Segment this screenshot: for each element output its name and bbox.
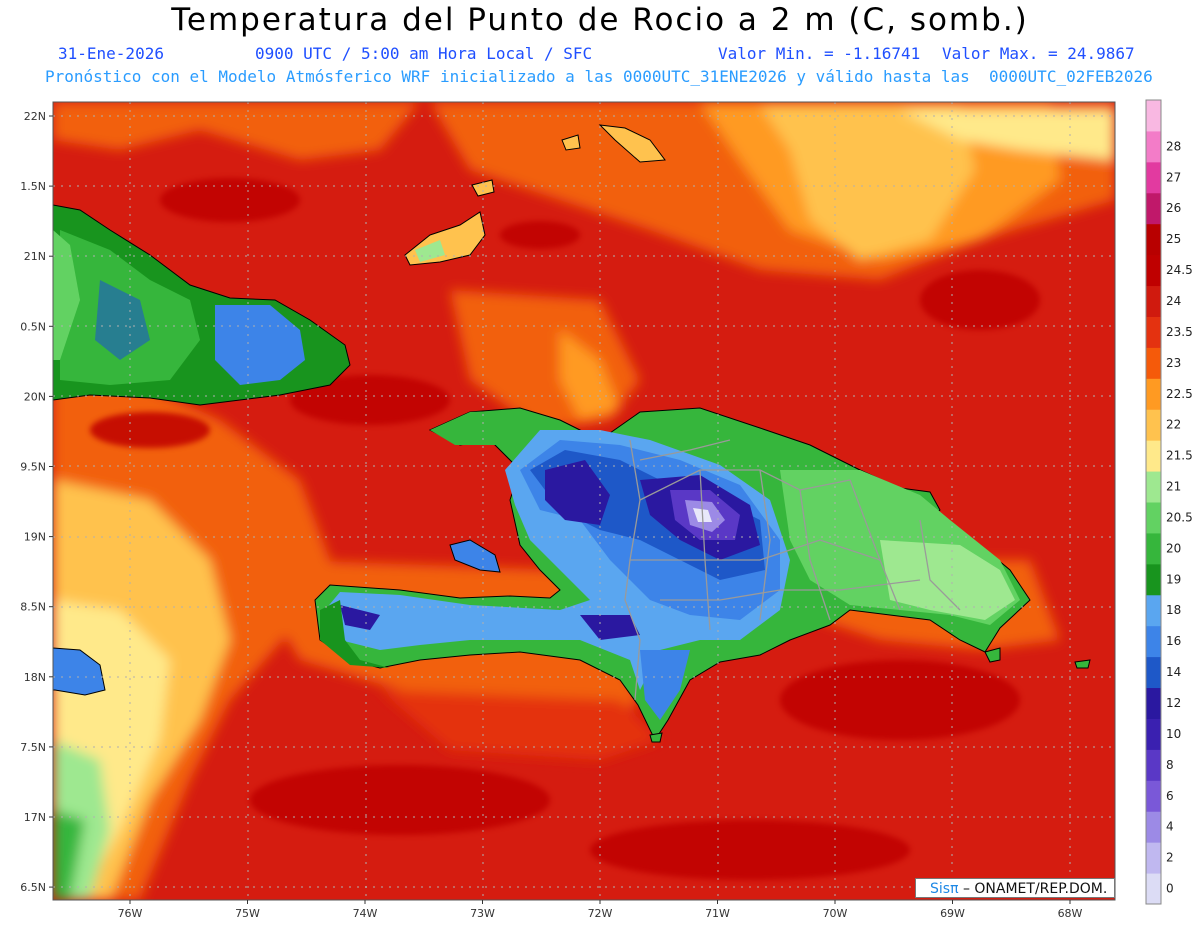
colorbar-swatch — [1146, 285, 1161, 317]
colorbar-swatch — [1146, 192, 1161, 225]
colorbar-label: 23 — [1166, 356, 1181, 370]
sispi-logo: Sisπ — [930, 881, 959, 897]
y-tick-label: 17N — [24, 811, 46, 824]
colorbar-swatch — [1146, 656, 1161, 689]
colorbar-label: 24 — [1166, 294, 1181, 308]
y-tick-label: 20N — [24, 390, 46, 403]
colorbar-swatch — [1146, 532, 1161, 565]
colorbar-swatch — [1146, 161, 1161, 194]
colorbar-label: 26 — [1166, 201, 1181, 215]
dewpoint-field — [53, 102, 1115, 900]
min-value: Valor Min. = -1.16741 — [718, 44, 921, 63]
colorbar-label: 10 — [1166, 727, 1181, 741]
colorbar-label: 22.5 — [1166, 387, 1193, 401]
forecast-date: 31-Ene-2026 — [58, 44, 164, 63]
colorbar-label: 18 — [1166, 603, 1181, 617]
colorbar-swatch — [1146, 378, 1161, 410]
colorbar-swatch — [1146, 594, 1161, 627]
colorbar-label: 24.5 — [1166, 263, 1193, 277]
credit-text: – ONAMET/REP.DOM. — [962, 881, 1108, 897]
x-tick-label: 71W — [705, 907, 730, 920]
y-axis: 22N 1.5N 21N 0.5N 20N 9.5N 19N 8.5N 18N 7.5N 17N 6.… — [20, 110, 53, 894]
colorbar-swatch — [1146, 471, 1161, 503]
colorbar-label: 21.5 — [1166, 449, 1193, 463]
x-tick-label: 69W — [940, 907, 965, 920]
y-tick-label: 22N — [24, 110, 46, 123]
y-tick-label: 21N — [24, 250, 46, 263]
colorbar-label: 20 — [1166, 541, 1181, 555]
turks-caicos-island — [598, 124, 666, 163]
colorbar-label: 6 — [1166, 789, 1174, 803]
colorbar-swatch — [1146, 316, 1161, 348]
max-value: Valor Max. = 24.9867 — [942, 44, 1135, 63]
province-boundaries — [624, 439, 961, 701]
colorbar-label: 8 — [1166, 758, 1174, 772]
colorbar-label: 22 — [1166, 418, 1181, 432]
colorbar-swatch — [1146, 100, 1161, 132]
colorbar-swatch — [1146, 811, 1161, 843]
colorbar-swatch — [1146, 563, 1161, 596]
colorbar-frame — [1145, 99, 1162, 905]
y-tick-label: 7.5N — [20, 741, 46, 754]
colorbar-label: 16 — [1166, 634, 1181, 648]
colorbar-swatch — [1146, 625, 1161, 658]
map-title: Temperatura del Punto de Rocio a 2 m (C,… — [171, 2, 1029, 38]
x-tick-label: 68W — [1058, 907, 1083, 920]
y-tick-label: 6.5N — [20, 881, 46, 894]
y-tick-label: 9.5N — [20, 461, 46, 474]
plot-frame — [52, 101, 1116, 901]
colorbar-label: 0 — [1166, 882, 1174, 896]
colorbar: 024681012141618192020.52121.52222.52323.… — [1145, 99, 1193, 905]
hispaniola-landmass — [314, 407, 1031, 742]
colorbar-swatch — [1146, 873, 1161, 905]
credit-box: Sisπ – ONAMET/REP.DOM. — [915, 878, 1115, 898]
gridlines — [53, 102, 1115, 900]
x-tick-label: 75W — [235, 907, 260, 920]
colorbar-swatch — [1146, 409, 1161, 441]
x-tick-label: 70W — [823, 907, 848, 920]
y-tick-label: 0.5N — [20, 320, 46, 333]
x-tick-label: 76W — [118, 907, 143, 920]
colorbar-label: 19 — [1166, 572, 1181, 586]
colorbar-label: 27 — [1166, 170, 1181, 184]
colorbar-swatch — [1146, 130, 1161, 163]
colorbar-swatch — [1146, 718, 1161, 750]
colorbar-label: 4 — [1166, 820, 1174, 834]
colorbar-swatch — [1146, 842, 1161, 874]
colorbar-swatch — [1146, 780, 1161, 812]
x-tick-label: 73W — [470, 907, 495, 920]
colorbar-label: 23.5 — [1166, 325, 1193, 339]
x-tick-label: 72W — [588, 907, 613, 920]
y-tick-label: 8.5N — [20, 601, 46, 614]
colorbar-label: 20.5 — [1166, 510, 1193, 524]
colorbar-label: 21 — [1166, 480, 1181, 494]
y-tick-label: 1.5N — [20, 180, 46, 193]
y-tick-label: 18N — [24, 671, 46, 684]
colorbar-swatch — [1146, 254, 1161, 287]
forecast-time: 0900 UTC / 5:00 am Hora Local / SFC — [255, 44, 593, 63]
gonave-island — [449, 539, 501, 573]
colorbar-swatch — [1146, 347, 1161, 379]
colorbar-label: 12 — [1166, 696, 1181, 710]
y-tick-label: 19N — [24, 531, 46, 544]
colorbar-label: 2 — [1166, 851, 1174, 865]
colorbar-label: 28 — [1166, 139, 1181, 153]
model-description: Pronóstico con el Modelo Atmósferico WRF… — [45, 67, 1153, 86]
colorbar-label: 14 — [1166, 665, 1181, 679]
colorbar-swatch — [1146, 502, 1161, 534]
colorbar-swatch — [1146, 749, 1161, 781]
colorbar-swatch — [1146, 687, 1161, 719]
x-tick-label: 74W — [353, 907, 378, 920]
colorbar-label: 25 — [1166, 232, 1181, 246]
colorbar-swatch — [1146, 223, 1161, 256]
cuba-landmass — [53, 204, 351, 406]
colorbar-swatch — [1146, 440, 1161, 472]
x-axis: 76W 75W 74W 73W 72W 71W 70W 69W 68W — [118, 900, 1083, 920]
